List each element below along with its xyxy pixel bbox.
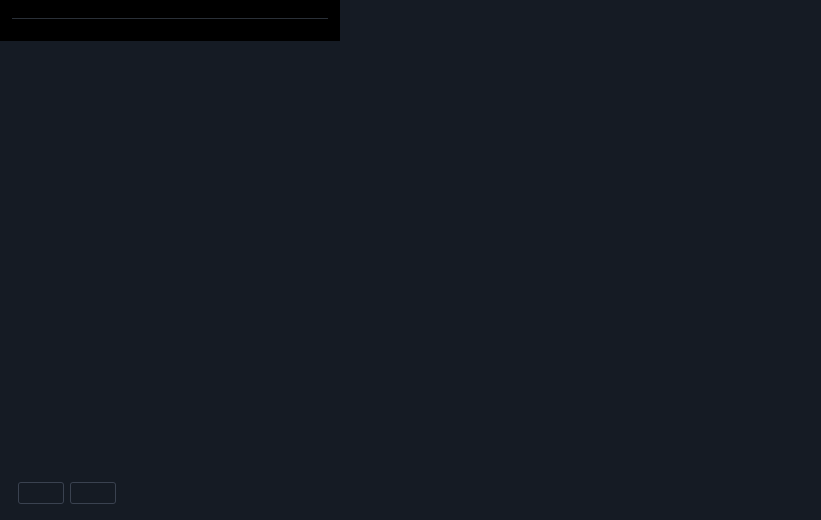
legend-swatch-icon [27, 489, 43, 497]
plot-area[interactable] [18, 138, 804, 440]
eps-chart [0, 0, 821, 520]
legend-item-range[interactable] [70, 482, 116, 504]
legend-item-eps[interactable] [18, 482, 64, 504]
tooltip-row [12, 18, 328, 23]
legend-swatch-icon [79, 489, 95, 497]
legend [18, 482, 116, 504]
tooltip [0, 0, 340, 41]
